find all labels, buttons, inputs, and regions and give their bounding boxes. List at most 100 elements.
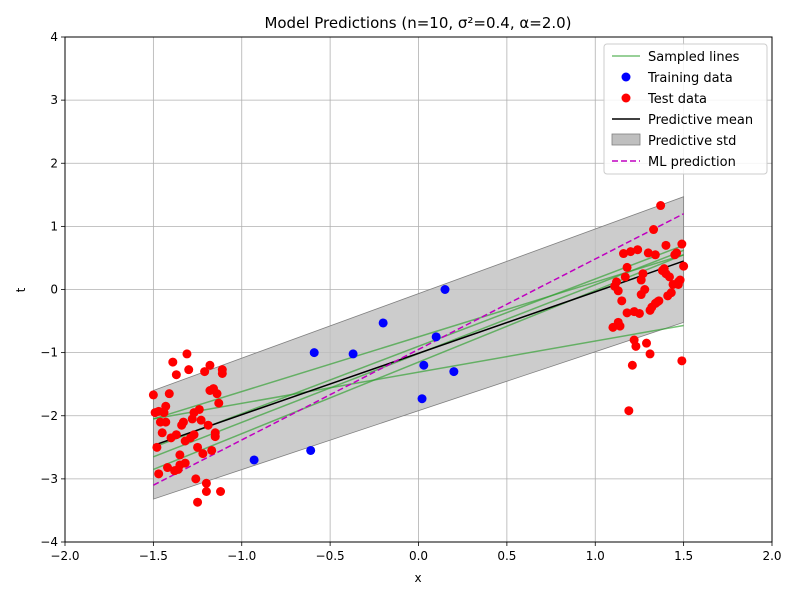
training-points bbox=[249, 285, 459, 465]
y-tick-label-6: 2 bbox=[50, 156, 58, 170]
legend-label-0: Sampled lines bbox=[648, 50, 740, 65]
test-point-69 bbox=[634, 308, 644, 318]
test-point-56 bbox=[615, 321, 625, 331]
test-point-46 bbox=[212, 389, 222, 399]
ml-prediction bbox=[153, 213, 684, 486]
legend-swatch-2 bbox=[621, 93, 631, 103]
x-tick-label-4: 0.0 bbox=[409, 549, 428, 563]
test-point-18 bbox=[175, 450, 185, 460]
x-axis-label: x bbox=[414, 571, 421, 585]
test-point-31 bbox=[193, 442, 203, 452]
test-point-22 bbox=[180, 458, 190, 468]
test-point-15 bbox=[171, 370, 181, 380]
test-point-79 bbox=[649, 225, 659, 235]
legend-label-4: Predictive std bbox=[648, 134, 736, 149]
training-point-7 bbox=[431, 332, 441, 342]
training-point-2 bbox=[306, 445, 316, 455]
x-tick-label-8: 2.0 bbox=[762, 549, 781, 563]
test-point-50 bbox=[217, 368, 227, 378]
test-point-11 bbox=[164, 389, 174, 399]
x-tick-label-5: 0.5 bbox=[497, 549, 516, 563]
test-point-38 bbox=[201, 487, 211, 496]
test-point-9 bbox=[161, 417, 171, 427]
test-point-59 bbox=[620, 272, 630, 282]
training-point-9 bbox=[449, 367, 459, 377]
test-point-54 bbox=[613, 286, 623, 296]
test-point-39 bbox=[203, 420, 213, 430]
test-point-10 bbox=[163, 463, 173, 473]
y-tick-label-5: 1 bbox=[50, 219, 58, 233]
y-tick-label-1: −3 bbox=[40, 472, 58, 486]
sampled-line-1 bbox=[153, 244, 684, 449]
test-point-83 bbox=[654, 296, 664, 306]
legend-label-5: ML prediction bbox=[648, 155, 736, 170]
test-point-62 bbox=[624, 406, 634, 416]
y-tick-label-4: 0 bbox=[50, 283, 58, 297]
test-points bbox=[148, 201, 689, 507]
y-tick-label-0: −4 bbox=[40, 535, 58, 549]
test-point-34 bbox=[196, 415, 206, 425]
x-axis-ticks: −2.0 −1.5 −1.0 −0.5 0.0 0.5 1.0 1.5 2.0 bbox=[50, 542, 782, 563]
test-point-53 bbox=[611, 277, 621, 287]
test-point-6 bbox=[157, 428, 167, 438]
chart-title: Model Predictions (n=10, σ²=0.4, α=2.0) bbox=[264, 14, 571, 32]
training-point-1 bbox=[309, 348, 319, 358]
test-point-28 bbox=[189, 430, 199, 440]
x-tick-label-0: −2.0 bbox=[50, 549, 79, 563]
legend-swatch-1 bbox=[621, 72, 631, 82]
sampled-line-0 bbox=[153, 324, 684, 420]
test-point-77 bbox=[645, 349, 655, 359]
test-point-33 bbox=[194, 404, 204, 414]
test-point-2 bbox=[152, 442, 162, 452]
ml-prediction-line bbox=[153, 213, 684, 486]
test-point-75 bbox=[643, 248, 653, 258]
training-point-0 bbox=[249, 455, 259, 465]
test-point-98 bbox=[677, 356, 687, 366]
y-tick-label-8: 4 bbox=[50, 30, 58, 44]
test-point-16 bbox=[171, 430, 181, 440]
test-point-47 bbox=[214, 398, 224, 408]
x-tick-label-1: −1.5 bbox=[139, 549, 168, 563]
test-point-67 bbox=[631, 341, 641, 351]
test-point-100 bbox=[679, 261, 689, 271]
test-point-68 bbox=[633, 245, 643, 255]
test-point-63 bbox=[626, 247, 636, 257]
test-point-81 bbox=[650, 250, 660, 260]
y-tick-label-3: −1 bbox=[40, 346, 58, 360]
test-point-73 bbox=[640, 285, 650, 294]
y-axis-ticks: −4 −3 −2 −1 0 1 2 3 4 bbox=[40, 30, 65, 549]
test-point-57 bbox=[617, 296, 627, 306]
y-tick-label-7: 3 bbox=[50, 93, 58, 107]
test-point-72 bbox=[638, 269, 648, 279]
test-point-4 bbox=[154, 469, 164, 479]
test-point-42 bbox=[207, 445, 217, 455]
test-point-32 bbox=[193, 497, 203, 507]
test-point-74 bbox=[642, 338, 652, 348]
test-point-36 bbox=[200, 367, 210, 377]
test-point-45 bbox=[210, 432, 220, 442]
x-tick-label-2: −1.0 bbox=[227, 549, 256, 563]
predictive-mean bbox=[153, 260, 684, 447]
test-point-25 bbox=[184, 365, 194, 375]
sampled-line-3 bbox=[153, 254, 684, 420]
training-point-8 bbox=[440, 285, 450, 294]
test-point-24 bbox=[182, 349, 192, 359]
y-tick-label-2: −2 bbox=[40, 409, 58, 423]
training-point-6 bbox=[419, 360, 429, 370]
predictive-mean-line bbox=[153, 260, 684, 447]
legend: Sampled lines Training data Test data Predi… bbox=[603, 43, 768, 175]
training-point-5 bbox=[417, 394, 427, 404]
sampled-line-2 bbox=[153, 254, 684, 471]
x-tick-label-7: 1.5 bbox=[674, 549, 693, 563]
test-point-97 bbox=[675, 275, 685, 285]
legend-label-1: Training data bbox=[647, 71, 733, 86]
test-point-8 bbox=[161, 401, 171, 411]
legend-label-3: Predictive mean bbox=[648, 113, 753, 128]
training-point-3 bbox=[348, 349, 358, 359]
test-point-84 bbox=[656, 201, 666, 211]
test-point-41 bbox=[205, 360, 215, 370]
test-point-61 bbox=[622, 262, 632, 272]
x-tick-label-6: 1.0 bbox=[586, 549, 605, 563]
legend-swatch-4 bbox=[611, 133, 641, 146]
